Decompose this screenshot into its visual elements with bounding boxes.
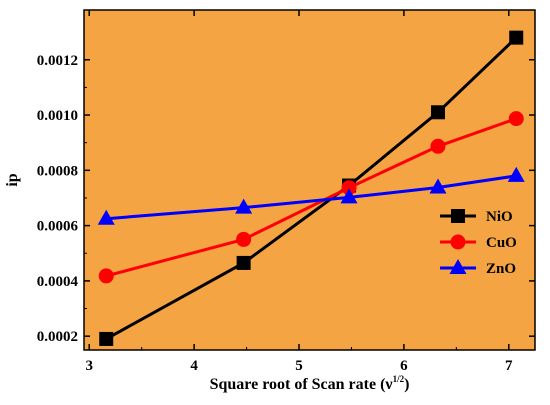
x-axis-title-superscript: 1/2 xyxy=(393,374,405,384)
y-axis-title: ip xyxy=(4,173,21,186)
data-point-nio xyxy=(430,105,445,120)
legend-marker-zno xyxy=(449,259,467,274)
data-point-zno xyxy=(507,166,525,182)
data-point-cuo xyxy=(508,111,524,127)
x-axis-title: Square root of Scan rate (ν1/2) xyxy=(210,374,410,393)
legend-item-zno: ZnO xyxy=(440,259,516,277)
data-point-cuo xyxy=(341,180,357,196)
x-tick-label: 3 xyxy=(85,358,93,374)
legend-label-nio: NiO xyxy=(486,209,513,225)
legend: NiO CuO ZnO xyxy=(440,209,517,277)
y-tick-label: 0.0006 xyxy=(37,219,79,235)
x-axis-title-text: Square root of Scan rate (ν xyxy=(210,376,393,393)
x-axis-title-close: ) xyxy=(404,376,409,393)
x-tick-label: 4 xyxy=(190,358,198,374)
plot-area xyxy=(84,10,535,350)
legend-label-cuo: CuO xyxy=(486,235,517,251)
legend-marker-cuo xyxy=(450,234,466,250)
data-point-zno xyxy=(340,188,358,204)
data-point-zno xyxy=(429,178,447,194)
data-point-nio xyxy=(99,331,114,346)
x-tick-label: 7 xyxy=(505,358,513,374)
y-tick-label: 0.0002 xyxy=(37,329,78,345)
x-tick-label: 5 xyxy=(295,358,303,374)
y-tick-label: 0.0012 xyxy=(37,53,78,69)
legend-item-cuo: CuO xyxy=(440,234,517,251)
data-point-cuo xyxy=(430,138,446,154)
plot-frame xyxy=(83,9,536,351)
data-point-cuo xyxy=(236,231,252,247)
axes-layer: 3 4 5 6 7 0.0002 0.0004 0.0006 0.0008 0.0010 0.001… xyxy=(37,9,536,374)
y-tick-label: 0.0008 xyxy=(37,163,78,179)
data-point-nio xyxy=(236,255,251,270)
series-layer xyxy=(97,30,525,346)
data-point-nio xyxy=(509,30,524,45)
data-point-cuo xyxy=(98,268,114,284)
legend-marker-nio xyxy=(451,209,465,223)
data-point-zno xyxy=(235,198,253,214)
data-point-zno xyxy=(97,209,115,225)
series-cuo xyxy=(98,111,524,284)
x-tick-label: 6 xyxy=(400,358,408,374)
series-zno xyxy=(97,166,525,225)
legend-label-zno: ZnO xyxy=(486,261,516,277)
y-tick-label: 0.0010 xyxy=(37,108,78,124)
y-tick-label: 0.0004 xyxy=(37,274,79,290)
legend-item-nio: NiO xyxy=(440,209,513,225)
